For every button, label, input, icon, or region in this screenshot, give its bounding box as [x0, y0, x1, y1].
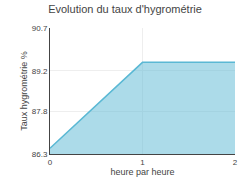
svg-text:87.8: 87.8: [32, 107, 48, 116]
svg-text:90.7: 90.7: [32, 24, 48, 33]
svg-text:86.3: 86.3: [32, 150, 48, 159]
svg-text:0: 0: [48, 158, 53, 167]
svg-text:89.2: 89.2: [32, 67, 48, 76]
svg-text:Evolution du taux d'hygrométri: Evolution du taux d'hygrométrie: [48, 3, 202, 15]
svg-text:1: 1: [140, 158, 145, 167]
svg-text:2: 2: [233, 158, 238, 167]
svg-text:heure par heure: heure par heure: [110, 167, 174, 177]
svg-text:Taux hygrométrie %: Taux hygrométrie %: [19, 51, 29, 131]
